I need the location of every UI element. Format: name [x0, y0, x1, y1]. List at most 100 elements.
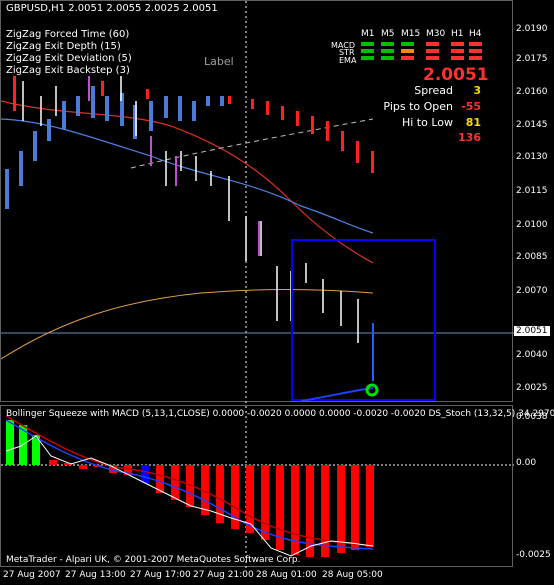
price-tick-9: 2.0070	[516, 286, 548, 296]
histogram-bar	[156, 465, 164, 493]
indicator-subwindow[interactable]: Bollinger Squeeze with MACD (5,13,1,CLOS…	[0, 405, 554, 568]
price-tick-1: 2.0190	[516, 24, 548, 34]
mtf-cell-str-h1	[451, 49, 464, 53]
copyright-text: MetaTrader - Alpari UK, © 2001-2007 Meta…	[6, 555, 301, 565]
histogram-bar	[64, 463, 72, 465]
mtf-cell-str-m30	[426, 49, 439, 53]
pips-to-open-label: Pips to Open	[383, 100, 453, 113]
ma-blue-line	[1, 118, 374, 234]
sub-tick-1: 0.0038	[516, 412, 548, 422]
selection-rectangle[interactable]	[291, 239, 436, 401]
tf-m1: M1	[361, 29, 375, 39]
range-value: 136	[458, 131, 481, 144]
tf-m15: M15	[401, 29, 421, 39]
price-tick-8: 2.0085	[516, 252, 548, 262]
histogram-bar	[141, 465, 149, 483]
mtf-cell-macd-m5	[381, 42, 394, 46]
mtf-cell-macd-h1	[451, 42, 464, 46]
histogram-bar	[32, 435, 40, 465]
chart-text-label[interactable]: Label	[204, 55, 234, 68]
histogram-bar	[201, 465, 209, 515]
time-tick-5: 28 Aug 01:00	[256, 570, 317, 580]
signal-line-blue	[5, 419, 374, 550]
price-tick-12: 2.0025	[516, 383, 548, 393]
price-tick-6: 2.0115	[516, 186, 548, 196]
indicator-label-2: ZigZag Exit Depth (15)	[6, 41, 121, 52]
histogram-bar	[306, 465, 314, 557]
ma-dashed-line	[130, 118, 374, 169]
row-label-str: STR	[339, 48, 355, 57]
mtf-cell-ema-m1	[361, 56, 374, 60]
mtf-cell-str-m15	[401, 49, 414, 53]
indicator-svg	[1, 406, 514, 568]
histogram-bar	[351, 465, 359, 550]
time-tick-2: 27 Aug 13:00	[65, 570, 126, 580]
zigzag-marker-icon	[365, 383, 379, 397]
price-tick-7: 2.0100	[516, 220, 548, 230]
candles-red-upper	[13, 76, 374, 173]
row-label-ema: EMA	[339, 56, 357, 65]
histogram-bar	[366, 465, 374, 547]
signal-line-red	[5, 415, 374, 547]
current-price-label: 2.0051	[514, 326, 550, 336]
tf-h4: H4	[469, 29, 482, 39]
price-tick-2: 2.0175	[516, 54, 548, 64]
time-tick-4: 27 Aug 21:00	[193, 570, 254, 580]
histogram-bar	[276, 465, 284, 550]
histogram-bar	[321, 465, 329, 557]
mtf-cell-macd-m15	[401, 42, 414, 46]
price-tick-4: 2.0145	[516, 120, 548, 130]
tf-h1: H1	[451, 29, 464, 39]
candles-magenta	[88, 76, 260, 256]
mtf-cell-macd-m30	[426, 42, 439, 46]
price-chart-svg	[1, 1, 514, 403]
tf-m30: M30	[426, 29, 446, 39]
mtf-cell-ema-m5	[381, 56, 394, 60]
pips-to-open-value: -55	[461, 100, 481, 113]
row-label-macd: MACD	[331, 41, 355, 50]
subwindow-title: Bollinger Squeeze with MACD (5,13,1,CLOS…	[6, 409, 554, 419]
time-tick-3: 27 Aug 17:00	[130, 570, 191, 580]
histogram-bar	[291, 465, 299, 555]
histogram-bar	[171, 465, 179, 500]
histogram-bar	[246, 465, 254, 533]
symbol-header: GBPUSD,H1 2.0051 2.0055 2.0025 2.0051	[6, 3, 218, 14]
hi-to-low-value: 81	[465, 116, 481, 129]
spread-value: 3	[473, 84, 481, 97]
time-tick-6: 28 Aug 05:00	[322, 570, 383, 580]
time-tick-1: 27 Aug 2007	[3, 570, 61, 580]
price-tick-5: 2.0130	[516, 152, 548, 162]
ma-red-line	[1, 100, 374, 264]
big-price: 2.0051	[423, 65, 489, 85]
indicator-label-4: ZigZag Exit Backstep (3)	[6, 65, 130, 76]
candles-white	[22, 76, 359, 343]
histogram-bars	[6, 420, 374, 557]
mtf-table: M1 M5 M15 M30 H1 H4 MACD STR EMA	[331, 29, 482, 65]
price-axis: 2.0190 2.0175 2.0160 2.0145 2.0130 2.011…	[513, 0, 554, 567]
histogram-bar	[186, 465, 194, 507]
histogram-bar	[337, 465, 345, 553]
indicator-label-1: ZigZag Forced Time (60)	[6, 29, 130, 40]
mtf-cell-ema-m30	[426, 56, 439, 60]
histogram-bar	[49, 460, 57, 465]
indicator-label-3: ZigZag Exit Deviation (5)	[6, 53, 132, 64]
histogram-bar	[79, 465, 87, 469]
histogram-bar	[109, 465, 117, 473]
mtf-cell-str-m1	[361, 49, 374, 53]
mtf-cell-macd-h4	[469, 42, 482, 46]
histogram-bar	[124, 465, 132, 475]
sub-tick-3: -0.0025	[516, 550, 551, 560]
mtf-cell-ema-m15	[401, 56, 414, 60]
mtf-cell-str-m5	[381, 49, 394, 53]
mtf-cell-ema-h4	[469, 56, 482, 60]
histogram-bar	[216, 465, 224, 523]
hi-to-low-label: Hi to Low	[401, 116, 453, 129]
histogram-bar	[231, 465, 239, 529]
histogram-bar	[261, 465, 269, 540]
mtf-cell-macd-m1	[361, 42, 374, 46]
tf-m5: M5	[381, 29, 395, 39]
stoch-line-white	[5, 435, 374, 557]
main-chart-pane[interactable]: GBPUSD,H1 2.0051 2.0055 2.0025 2.0051 Zi…	[0, 0, 514, 403]
spread-label: Spread	[414, 84, 453, 97]
mtf-cell-str-h4	[469, 49, 482, 53]
